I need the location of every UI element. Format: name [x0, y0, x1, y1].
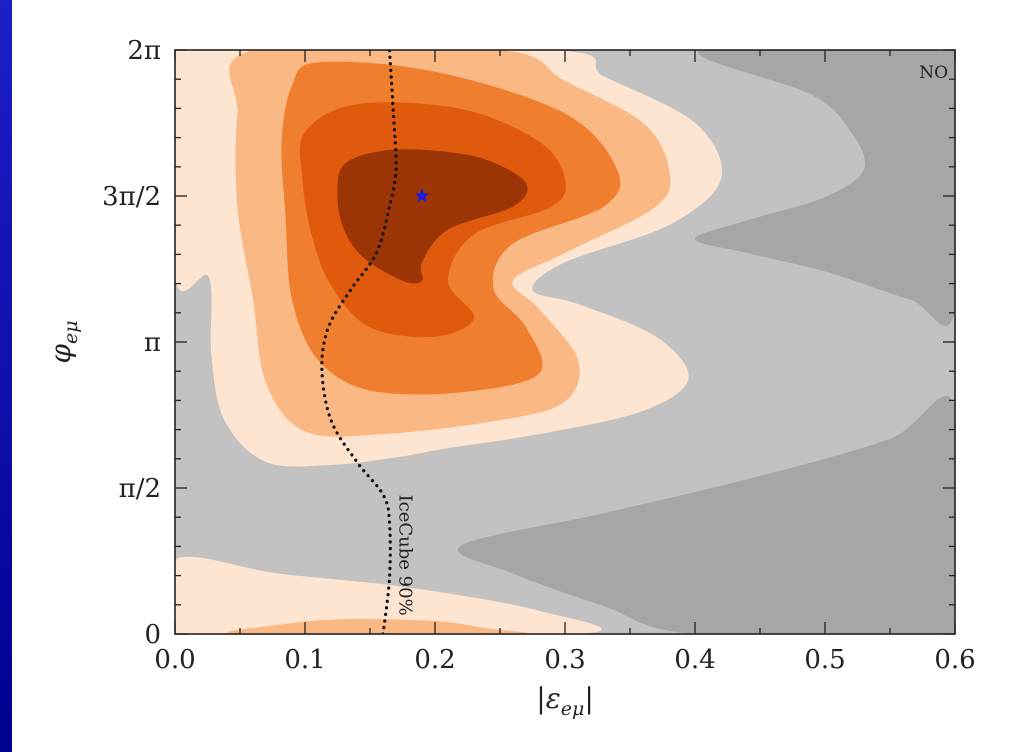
x-tick-label: 0.6	[934, 645, 975, 675]
slide-edge	[0, 0, 12, 752]
x-tick-label: 0.0	[154, 645, 195, 675]
x-tick-label: 0.2	[414, 645, 455, 675]
x-tick-label: 0.4	[674, 645, 715, 675]
tick-labels: 0.0 0.1 0.2 0.3 0.4 0.5 0.6 0 π/2 π 3π/2 2π	[102, 36, 976, 675]
best-fit-layer	[414, 188, 430, 203]
y-axis-label: φeμ	[44, 320, 82, 363]
y-tick-label: 0	[144, 620, 161, 650]
axis-ticks	[174, 49, 956, 635]
contour-region-orange-5	[337, 149, 528, 284]
contour-region-gray-dark	[458, 396, 955, 634]
figure-panel: 0.0 0.1 0.2 0.3 0.4 0.5 0.6 0 π/2 π 3π/2 2π NO IceC…	[12, 0, 1012, 752]
contour-chart: 0.0 0.1 0.2 0.3 0.4 0.5 0.6 0 π/2 π 3π/2 2π NO IceC…	[44, 36, 976, 720]
ordering-annotation: NO	[919, 63, 948, 83]
annotations: NO IceCube 90%	[394, 63, 948, 616]
y-tick-label: π	[144, 328, 161, 358]
best-fit-star	[414, 188, 430, 203]
x-tick-label: 0.5	[804, 645, 845, 675]
contour-region-gray-dark	[695, 50, 955, 326]
icecube-curve-label: IceCube 90%	[394, 495, 415, 616]
contour-regions	[175, 50, 955, 634]
y-axis-label-text: φeμ	[44, 320, 82, 363]
x-axis-label-text: |εeμ|	[536, 682, 594, 720]
x-axis-label: |εeμ|	[536, 682, 594, 720]
x-tick-label: 0.3	[544, 645, 585, 675]
contour-region-orange-2	[227, 618, 529, 634]
y-tick-label: π/2	[119, 474, 161, 504]
y-tick-label: 2π	[127, 36, 161, 66]
y-tick-label: 3π/2	[102, 182, 161, 212]
x-tick-label: 0.1	[284, 645, 325, 675]
